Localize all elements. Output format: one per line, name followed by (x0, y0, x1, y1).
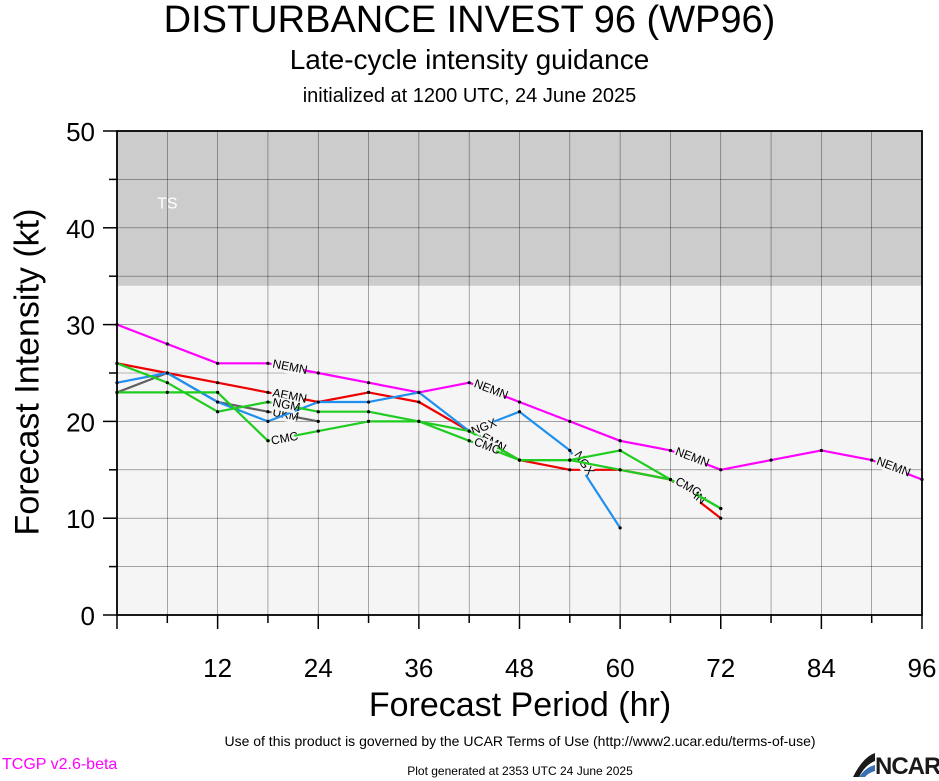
data-point (366, 390, 371, 394)
data-point (165, 381, 169, 385)
x-tick-label: 24 (304, 653, 333, 683)
data-point (618, 439, 622, 443)
chart-title: DISTURBANCE INVEST 96 (WP96) (163, 0, 776, 41)
x-tick-label: 96 (908, 653, 937, 683)
data-point (568, 419, 572, 423)
ncar-logo-text: NCAR (875, 753, 939, 780)
data-point (618, 448, 622, 453)
x-tick-label: 84 (807, 653, 836, 683)
data-point (165, 390, 169, 394)
data-point (366, 400, 371, 404)
series-label-bg (672, 444, 708, 469)
data-point (316, 429, 320, 433)
x-tick-label: 36 (404, 653, 433, 683)
data-point (266, 400, 270, 404)
data-point (316, 419, 320, 423)
initialized-time: initialized at 1200 UTC, 24 June 2025 (302, 85, 637, 107)
y-tick-label: 10 (66, 504, 95, 534)
version-label: TCGP v2.6-beta (2, 756, 118, 773)
data-point (216, 410, 220, 414)
terms-of-use-note: Use of this product is governed by the U… (224, 733, 816, 749)
series-label-bg (468, 417, 497, 439)
data-point (719, 468, 723, 472)
data-point (366, 381, 371, 385)
data-point (769, 458, 773, 462)
series-label-bg (672, 474, 700, 498)
data-point (668, 448, 673, 453)
data-point (266, 361, 270, 365)
data-point (517, 458, 522, 462)
data-point (216, 381, 220, 385)
series-label-bg (270, 396, 298, 414)
y-tick-label: 40 (66, 214, 95, 244)
series-label-bg (270, 357, 306, 377)
ncar-logo: NCAR (853, 753, 939, 780)
data-point (417, 390, 421, 394)
data-point (568, 468, 572, 472)
x-tick-label: 48 (505, 653, 534, 683)
y-tick-label: 20 (66, 407, 95, 437)
data-point (216, 390, 220, 394)
generated-timestamp: Plot generated at 2353 UTC 24 June 2025 (407, 764, 633, 778)
data-point (165, 371, 169, 375)
series-label-bg (269, 430, 296, 448)
data-point (316, 400, 320, 404)
data-point (266, 410, 270, 414)
data-point (266, 390, 270, 394)
tick-labels: 0 10 20 30 40 50 12 24 36 48 60 72 84 96 (66, 117, 936, 683)
x-tick-label: 72 (706, 653, 735, 683)
data-point (618, 468, 622, 472)
series-label-ngm: NGM (271, 395, 301, 414)
data-point (517, 400, 522, 404)
data-point (366, 419, 371, 423)
data-point (517, 410, 522, 414)
data-point (266, 419, 270, 423)
grid-lines (117, 131, 922, 615)
data-point (417, 419, 421, 423)
data-point (366, 410, 371, 414)
data-point (216, 361, 220, 365)
data-point (216, 400, 220, 404)
chart-subtitle: Late-cycle intensity guidance (289, 44, 650, 75)
data-point (467, 381, 471, 385)
series-label-bg (471, 376, 507, 401)
data-point (467, 429, 471, 433)
y-tick-label: 50 (66, 117, 95, 147)
data-point (870, 458, 874, 462)
y-tick-label: 0 (81, 601, 95, 631)
axes (103, 130, 923, 629)
x-tick-label: 12 (203, 653, 232, 683)
series-label-cmc: CMC (270, 429, 300, 448)
data-point (719, 516, 723, 520)
x-axis-label: Forecast Period (hr) (368, 686, 672, 724)
data-point (568, 448, 572, 453)
data-point (316, 371, 320, 375)
data-point (568, 458, 572, 462)
data-point (316, 410, 320, 414)
data-point (467, 439, 471, 443)
data-point (719, 506, 723, 511)
data-point (668, 477, 673, 482)
ncar-logo-icon (853, 753, 875, 777)
series-label-nemn: NEMN (271, 357, 308, 377)
series-label-bg (471, 435, 499, 457)
data-point (819, 448, 823, 453)
data-point (618, 526, 622, 530)
data-point (165, 342, 169, 346)
series-label-bg (873, 454, 909, 479)
x-tick-label: 60 (606, 653, 635, 683)
y-axis-label: Forecast Intensity (kt) (8, 208, 47, 536)
y-tick-label: 30 (66, 311, 95, 341)
data-point (266, 439, 270, 443)
data-point (417, 400, 421, 404)
